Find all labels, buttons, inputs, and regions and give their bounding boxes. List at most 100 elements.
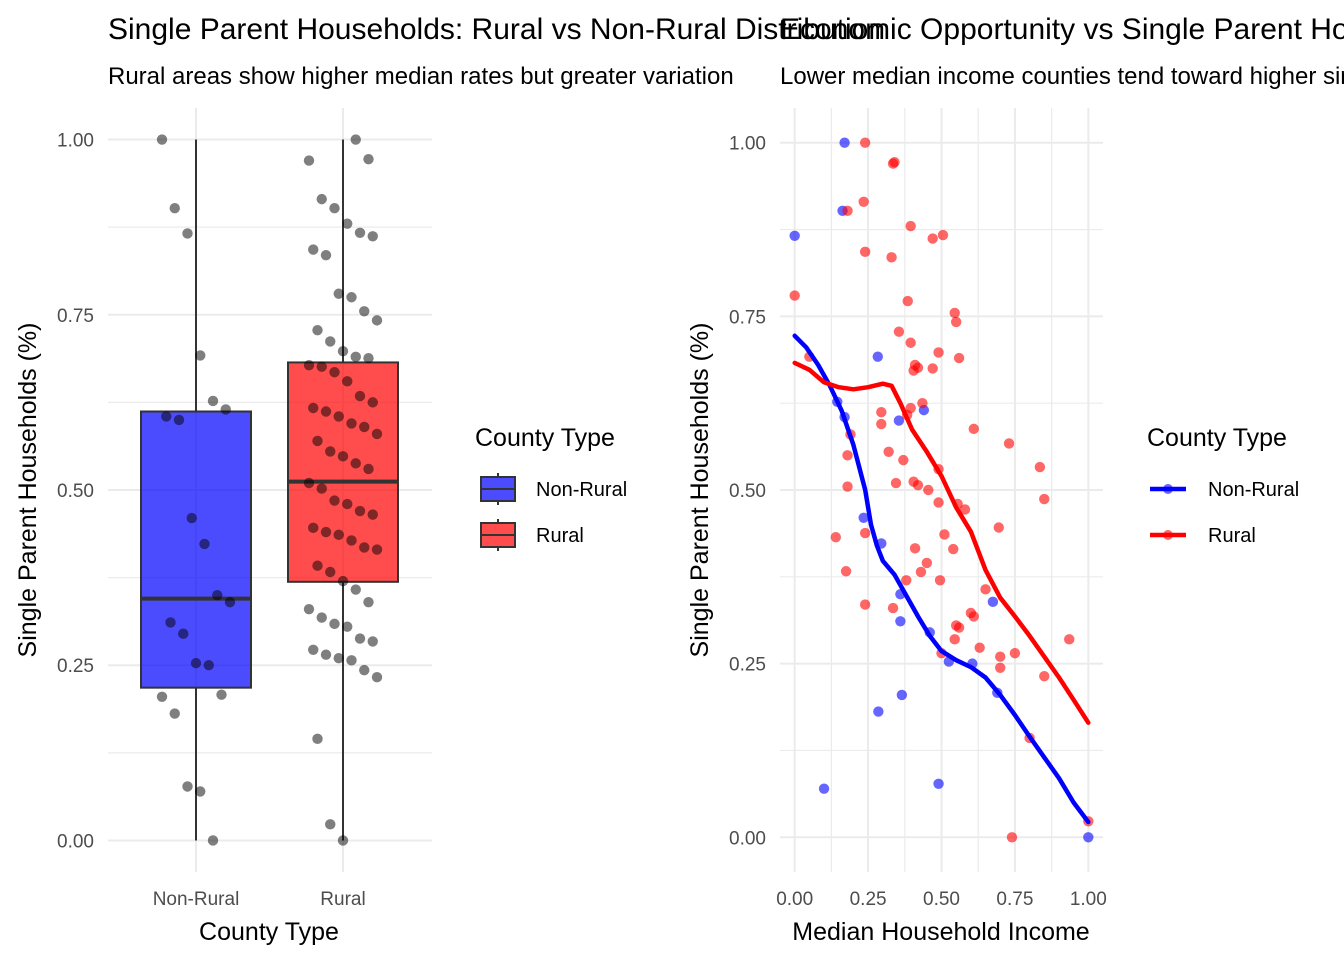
y-tick-label: 0.50 xyxy=(729,481,766,502)
x-tick-label: 1.00 xyxy=(1070,889,1107,910)
jitter-point xyxy=(312,560,323,571)
jitter-point xyxy=(308,244,319,255)
scatter-legend: County Type Non-Rural Rural xyxy=(1147,424,1299,547)
jitter-point xyxy=(303,155,315,166)
point-rural xyxy=(923,484,934,496)
jitter-point xyxy=(195,350,206,361)
x-tick-label: Non-Rural xyxy=(153,889,240,910)
jitter-point xyxy=(329,618,340,630)
point-non-rural xyxy=(839,137,850,148)
boxplot-y-tick-labels: 0.00 0.25 0.50 0.75 1.00 xyxy=(57,131,94,853)
scatter-trend-lines xyxy=(792,333,1091,825)
scatter-x-tick-labels: 0.00 0.25 0.50 0.75 1.00 xyxy=(776,889,1107,910)
point-rural xyxy=(905,337,916,348)
jitter-point xyxy=(186,512,197,524)
jitter-point xyxy=(316,612,327,623)
point-non-rural xyxy=(893,415,905,426)
point-rural xyxy=(859,527,871,539)
point-rural xyxy=(859,246,871,257)
jitter-point xyxy=(350,134,361,145)
legend-label-rural: Rural xyxy=(536,525,584,547)
point-rural xyxy=(980,584,991,595)
point-rural xyxy=(858,196,869,207)
point-rural xyxy=(953,622,965,633)
jitter-point xyxy=(303,477,315,489)
jitter-point xyxy=(346,292,357,303)
point-non-rural xyxy=(1083,832,1094,843)
y-tick-label: 0.75 xyxy=(729,307,766,328)
point-rural xyxy=(898,454,909,466)
jitter-point xyxy=(312,435,323,447)
jitter-point xyxy=(350,458,361,469)
scatter-x-axis-title: Median Household Income xyxy=(792,918,1089,946)
legend-label-rural: Rural xyxy=(1208,525,1256,547)
jitter-point xyxy=(371,315,383,326)
point-rural xyxy=(934,575,946,586)
jitter-point xyxy=(199,538,210,550)
point-non-rural xyxy=(873,706,884,717)
boxplot-subtitle: Rural areas show higher median rates but… xyxy=(108,63,734,90)
scatter-panel: 0.00 0.25 0.50 0.75 1.00 0.00 0.25 0.50 0.75 1.0… xyxy=(686,13,1344,946)
jitter-point xyxy=(303,603,315,615)
point-rural xyxy=(968,611,979,622)
point-rural xyxy=(950,316,962,328)
jitter-point xyxy=(329,495,340,506)
y-tick-label: 0.25 xyxy=(729,655,766,676)
point-non-rural xyxy=(818,783,830,794)
jitter-point xyxy=(342,376,353,387)
jitter-point xyxy=(333,288,344,299)
point-rural xyxy=(993,522,1004,533)
point-rural xyxy=(968,423,979,435)
point-non-rural xyxy=(872,351,883,362)
jitter-point xyxy=(363,463,374,475)
jitter-point xyxy=(308,522,319,534)
jitter-point xyxy=(308,402,319,414)
jitter-point xyxy=(320,649,332,660)
jitter-point xyxy=(359,421,370,433)
scatter-legend-keys: Non-Rural Rural xyxy=(1150,479,1299,547)
jitter-point xyxy=(216,689,227,700)
jitter-point xyxy=(182,781,193,792)
jitter-point xyxy=(320,249,332,261)
point-rural xyxy=(876,407,887,418)
jitter-point xyxy=(371,428,383,440)
point-rural xyxy=(959,504,971,515)
x-tick-label: 0.25 xyxy=(850,889,887,910)
boxplot-jitter-points xyxy=(156,134,383,846)
point-rural xyxy=(1006,832,1018,843)
point-rural xyxy=(1064,634,1075,645)
scatter-gridlines xyxy=(780,108,1103,872)
point-non-rural xyxy=(858,512,869,523)
scatter-subtitle: Lower median income counties tend toward… xyxy=(780,63,1344,90)
point-rural xyxy=(1039,670,1050,682)
jitter-point xyxy=(346,655,357,666)
trend-line-rural xyxy=(792,360,1091,725)
jitter-point xyxy=(329,203,340,214)
point-rural xyxy=(842,450,853,461)
jitter-point xyxy=(308,644,319,656)
y-tick-label: 1.00 xyxy=(57,131,94,152)
boxplot-x-tick-labels: Non-Rural Rural xyxy=(153,889,366,910)
point-rural xyxy=(927,233,938,244)
point-rural xyxy=(859,599,871,610)
jitter-point xyxy=(367,231,378,242)
jitter-point xyxy=(342,498,353,510)
y-tick-label: 0.75 xyxy=(57,306,94,327)
point-rural xyxy=(939,529,950,540)
point-rural xyxy=(789,290,800,301)
jitter-point xyxy=(342,218,353,229)
point-rural xyxy=(995,662,1006,674)
point-rural xyxy=(859,137,871,148)
point-rural xyxy=(912,479,924,491)
jitter-point xyxy=(371,671,383,683)
boxplot-panel: 0.00 0.25 0.50 0.75 1.00 Non-Rural Rural Sing… xyxy=(14,13,885,946)
point-non-rural xyxy=(789,230,800,241)
jitter-point xyxy=(346,418,357,429)
x-tick-label: 0.50 xyxy=(923,889,960,910)
jitter-point xyxy=(359,306,370,317)
x-tick-label: 0.75 xyxy=(996,889,1033,910)
scatter-points xyxy=(789,137,1094,843)
point-non-rural xyxy=(987,596,999,608)
jitter-point xyxy=(316,483,327,494)
